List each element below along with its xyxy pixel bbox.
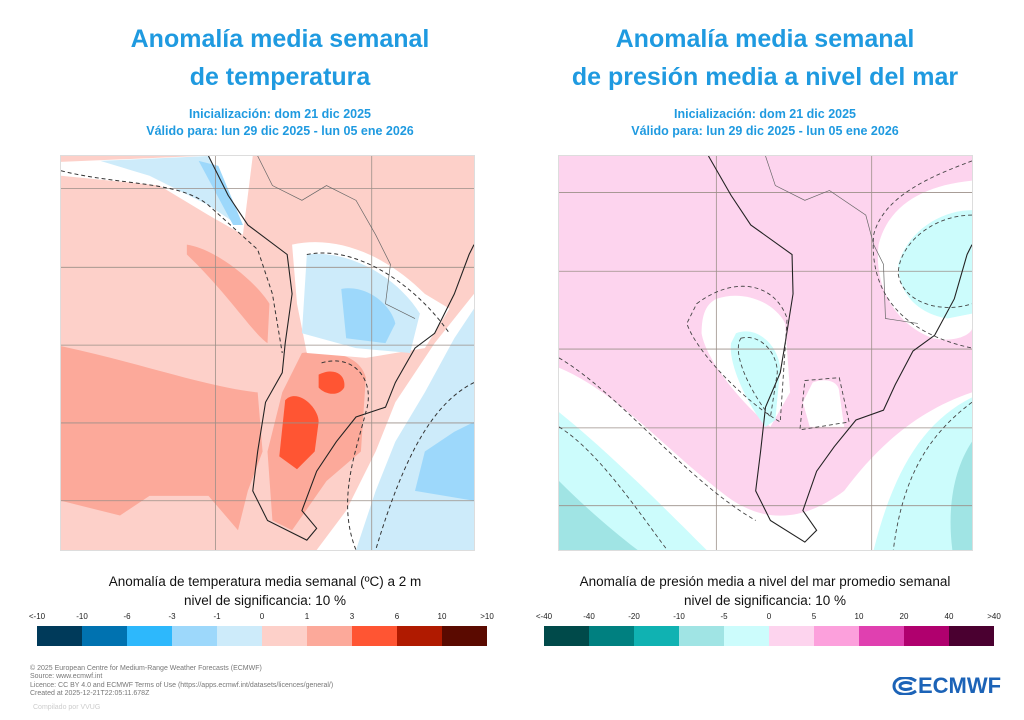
ecmwf-swirl-icon xyxy=(892,677,917,695)
colorbar-tick-label: 3 xyxy=(349,612,355,621)
pressure-subtitle: Inicialización: dom 21 dic 2025 Válido pa… xyxy=(631,107,899,138)
colorbar-swatch xyxy=(217,626,262,646)
colorbar-tick-label: -5 xyxy=(720,612,728,621)
colorbar-swatch xyxy=(769,626,814,646)
temperature-colorbar: <-10 -10 -6 -3 -1 0 1 3 6 10 >10 xyxy=(29,612,494,646)
colorbar-tick-label: 20 xyxy=(899,612,909,621)
colorbar-tick-label: 10 xyxy=(437,612,447,621)
colorbar-swatch xyxy=(544,626,589,646)
colorbar-tick-label: -10 xyxy=(673,612,685,621)
colorbar-tick-label: 40 xyxy=(944,612,954,621)
colorbar-tick-label: <-10 xyxy=(28,612,46,621)
colorbar-swatch xyxy=(82,626,127,646)
colorbar-swatch xyxy=(307,626,352,646)
temperature-colorbar-title: Anomalía de temperatura media semanal (º… xyxy=(108,574,422,608)
colorbar-tick-label: -20 xyxy=(628,612,640,621)
colorbar-swatch xyxy=(127,626,172,646)
colorbar-swatch xyxy=(37,626,82,646)
ecmwf-logo: ECMWF xyxy=(890,673,1001,699)
pressure-colorbar-title: Anomalía de presión media a nivel del ma… xyxy=(579,574,951,608)
colorbar-swatch xyxy=(949,626,994,646)
colorbar-swatch xyxy=(859,626,904,646)
colorbar-swatch xyxy=(724,626,769,646)
temperature-panel: Anomalía media semanal de temperatura Ini… xyxy=(30,0,530,140)
pressure-anomaly-map xyxy=(558,155,973,551)
footer-credits: © 2025 European Centre for Medium-Range … xyxy=(30,665,334,698)
colorbar-swatch xyxy=(904,626,949,646)
colorbar-tick-label: -3 xyxy=(168,612,176,621)
colorbar-tick-label: 5 xyxy=(811,612,817,621)
colorbar-tick-label: 0 xyxy=(766,612,772,621)
colorbar-tick-label: >40 xyxy=(987,612,1001,621)
colorbar-tick-label: 0 xyxy=(259,612,265,621)
colorbar-tick-label: -40 xyxy=(583,612,595,621)
colorbar-swatch xyxy=(172,626,217,646)
colorbar-swatch xyxy=(397,626,442,646)
colorbar-tick-label: -6 xyxy=(123,612,131,621)
pressure-colorbar: <-40 -40 -20 -10 -5 0 5 10 20 40 >40 xyxy=(536,612,1001,646)
temperature-title: Anomalía media semanal de temperatura xyxy=(130,25,430,91)
pressure-panel: Anomalía media semanal de presión media a… xyxy=(515,0,1015,140)
colorbar-swatch xyxy=(679,626,724,646)
colorbar-swatch xyxy=(814,626,859,646)
colorbar-swatch xyxy=(634,626,679,646)
colorbar-swatch xyxy=(352,626,397,646)
temperature-anomaly-map xyxy=(60,155,475,551)
temperature-subtitle: Inicialización: dom 21 dic 2025 Válido pa… xyxy=(146,107,414,138)
colorbar-tick-label: 1 xyxy=(304,612,310,621)
compiled-by: Compilado por VVUG xyxy=(33,704,101,711)
colorbar-tick-label: -10 xyxy=(76,612,88,621)
colorbar-tick-label: <-40 xyxy=(535,612,553,621)
colorbar-tick-label: 10 xyxy=(854,612,864,621)
colorbar-tick-label: 6 xyxy=(394,612,400,621)
colorbar-swatch xyxy=(589,626,634,646)
colorbar-swatch xyxy=(262,626,307,646)
colorbar-tick-label: -1 xyxy=(213,612,221,621)
colorbar-swatch xyxy=(442,626,487,646)
colorbar-tick-label: >10 xyxy=(480,612,494,621)
pressure-title: Anomalía media semanal de presión media a… xyxy=(571,25,959,91)
